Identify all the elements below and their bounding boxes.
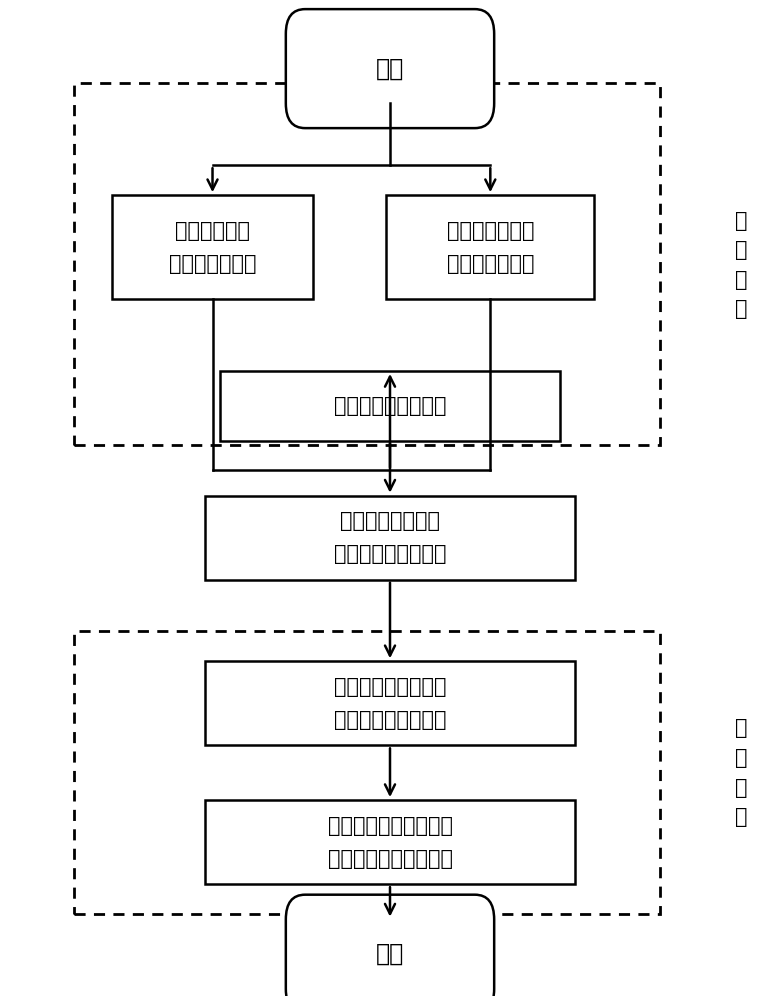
Bar <box>73 631 660 914</box>
FancyBboxPatch shape <box>285 9 495 128</box>
Text: 设计基于扩张干扰观测
器的姿轨一体化控制器: 设计基于扩张干扰观测 器的姿轨一体化控制器 <box>328 816 452 869</box>
FancyBboxPatch shape <box>285 895 495 1000</box>
Text: 相对运动学、动力学: 相对运动学、动力学 <box>334 396 446 416</box>
Bar <box>73 83 660 445</box>
Bar <box>112 195 313 299</box>
Bar <box>205 496 575 580</box>
Text: 分离出集总干扰的
相对动力学简化模型: 分离出集总干扰的 相对动力学简化模型 <box>334 511 446 564</box>
Bar <box>205 800 575 884</box>
Bar <box>205 661 575 745</box>
Text: 系
统
模
型: 系 统 模 型 <box>735 211 747 319</box>
Bar <box>220 371 560 440</box>
Text: 控
制
系
统: 控 制 系 统 <box>735 718 747 827</box>
Text: 开始: 开始 <box>376 57 404 81</box>
Text: 结束: 结束 <box>376 942 404 966</box>
Text: 设计扩张干扰观测器
完成集总干扰的估计: 设计扩张干扰观测器 完成集总干扰的估计 <box>334 677 446 730</box>
Text: 追踪星运动学、
动力学（柔性）: 追踪星运动学、 动力学（柔性） <box>447 221 534 274</box>
Bar <box>386 195 594 299</box>
Text: 目标星运动学
动力学（刚性）: 目标星运动学 动力学（刚性） <box>168 221 257 274</box>
